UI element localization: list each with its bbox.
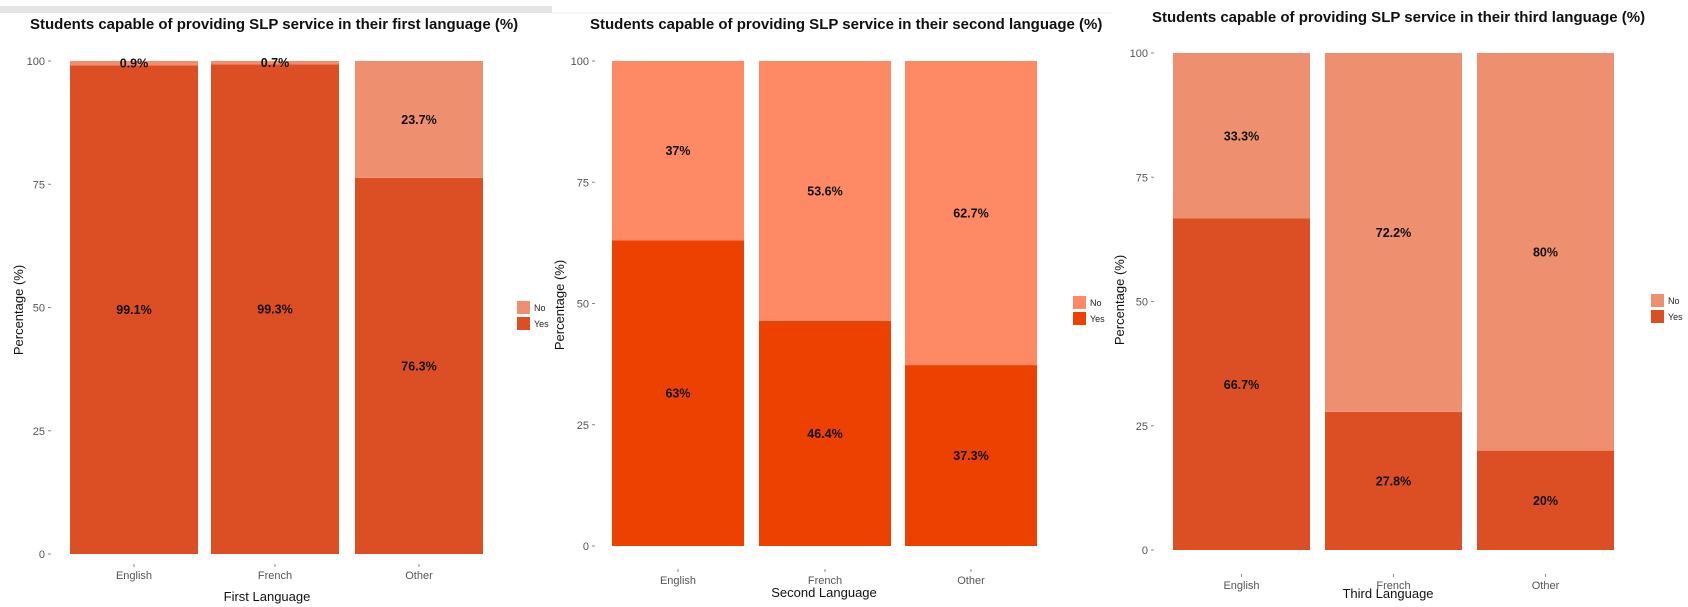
bar-other-yes bbox=[905, 365, 1037, 546]
legend-key-yes bbox=[517, 317, 530, 330]
data-label: 80% bbox=[1533, 245, 1558, 259]
data-label: 37% bbox=[665, 144, 690, 158]
x-tick-label: Other bbox=[957, 575, 985, 587]
y-tick-label: 75 bbox=[33, 179, 45, 191]
bar-french-yes bbox=[1325, 411, 1462, 550]
x-axis-title: First Language bbox=[224, 589, 311, 604]
bar-other-no bbox=[905, 61, 1037, 366]
legend-label: No bbox=[534, 303, 546, 313]
legend: No Yes bbox=[1073, 296, 1105, 325]
bar-other-yes bbox=[355, 177, 483, 554]
data-label: 62.7% bbox=[953, 207, 988, 221]
data-label: 27.8% bbox=[1376, 474, 1411, 488]
legend-label: No bbox=[1668, 296, 1680, 306]
y-axis-title: Percentage (%) bbox=[552, 260, 567, 350]
x-tick-label: Other bbox=[405, 570, 433, 582]
chart-panel-3: Students capable of providing SLP servic… bbox=[1112, 9, 1683, 601]
chart-title: Students capable of providing SLP servic… bbox=[1152, 9, 1645, 26]
bar-french-no bbox=[759, 61, 891, 321]
legend-key-yes bbox=[1073, 312, 1086, 325]
bar-french-no bbox=[1325, 53, 1462, 412]
data-label: 76.3% bbox=[401, 359, 436, 373]
y-tick-label: 100 bbox=[571, 56, 589, 68]
bar-english-no bbox=[1173, 53, 1310, 219]
y-tick-label: 0 bbox=[39, 549, 45, 561]
data-label: 33.3% bbox=[1224, 129, 1259, 143]
y-tick-label: 50 bbox=[1136, 297, 1148, 309]
legend-label: Yes bbox=[534, 319, 549, 329]
legend-label: No bbox=[1090, 298, 1102, 308]
legend-label: Yes bbox=[1668, 312, 1683, 322]
legend-key-no bbox=[1651, 294, 1664, 307]
bar-french-yes bbox=[759, 320, 891, 546]
x-tick-label: Other bbox=[1532, 580, 1560, 592]
chart-panel-2: Students capable of providing SLP servic… bbox=[552, 16, 1105, 600]
y-tick-label: 100 bbox=[1130, 48, 1148, 60]
y-tick-label: 50 bbox=[33, 303, 45, 315]
bar-other-no bbox=[355, 61, 483, 178]
bar-english-no bbox=[70, 61, 198, 66]
data-label: 99.1% bbox=[116, 303, 151, 317]
x-axis-title: Second Language bbox=[771, 585, 877, 600]
x-tick-label: English bbox=[116, 570, 152, 582]
legend: No Yes bbox=[517, 301, 549, 330]
y-axis-title: Percentage (%) bbox=[1112, 255, 1127, 345]
data-label: 0.7% bbox=[261, 56, 290, 70]
data-label: 20% bbox=[1533, 494, 1558, 508]
y-tick-label: 75 bbox=[1136, 172, 1148, 184]
bar-english-yes bbox=[1173, 218, 1310, 550]
data-label: 99.3% bbox=[257, 303, 292, 317]
data-label: 72.2% bbox=[1376, 226, 1411, 240]
header-strip bbox=[0, 6, 552, 13]
plot-area: 0 25 50 75 100 99.1% 0.9% English 99.3% 0.7% Frenc… bbox=[27, 56, 483, 582]
data-label: 53.6% bbox=[807, 184, 842, 198]
data-label: 23.7% bbox=[401, 113, 436, 127]
data-label: 63% bbox=[665, 387, 690, 401]
legend: No Yes bbox=[1651, 294, 1683, 323]
y-tick-label: 25 bbox=[33, 426, 45, 438]
data-label: 0.9% bbox=[120, 57, 149, 71]
y-tick-label: 25 bbox=[577, 420, 589, 432]
legend-key-yes bbox=[1651, 310, 1664, 323]
y-tick-label: 100 bbox=[27, 56, 45, 68]
x-tick-label: English bbox=[660, 575, 696, 587]
x-tick-label: French bbox=[808, 575, 842, 587]
x-tick-label: French bbox=[1376, 580, 1410, 592]
legend-key-no bbox=[1073, 296, 1086, 309]
x-tick-label: English bbox=[1223, 580, 1259, 592]
bar-other-yes bbox=[1477, 450, 1614, 550]
legend-key-no bbox=[517, 301, 530, 314]
bar-other-no bbox=[1477, 53, 1614, 451]
chart-title: Students capable of providing SLP servic… bbox=[590, 16, 1102, 33]
chart-panel-1: Students capable of providing SLP servic… bbox=[11, 16, 549, 604]
y-tick-label: 75 bbox=[577, 177, 589, 189]
y-tick-label: 25 bbox=[1136, 421, 1148, 433]
y-tick-label: 50 bbox=[577, 299, 589, 311]
bar-french-yes bbox=[211, 64, 339, 555]
data-label: 46.4% bbox=[807, 427, 842, 441]
bar-english-no bbox=[612, 61, 744, 241]
bar-english-yes bbox=[70, 65, 198, 554]
plot-area: 0 25 50 75 100 66.7% 33.3% English 27.8% 72.2% Fre… bbox=[1130, 48, 1614, 592]
y-tick-label: 0 bbox=[583, 541, 589, 553]
data-label: 66.7% bbox=[1224, 378, 1259, 392]
bar-french-no bbox=[211, 61, 339, 65]
legend-label: Yes bbox=[1090, 314, 1105, 324]
y-axis-title: Percentage (%) bbox=[11, 265, 26, 355]
x-axis-title: Third Language bbox=[1342, 586, 1433, 601]
y-tick-label: 0 bbox=[1142, 545, 1148, 557]
plot-area: 0 25 50 75 100 63% 37% English 46.4% 53.6% French 3… bbox=[571, 56, 1037, 587]
data-label: 37.3% bbox=[953, 449, 988, 463]
bar-english-yes bbox=[612, 240, 744, 546]
x-tick-label: French bbox=[258, 570, 292, 582]
chart-title: Students capable of providing SLP servic… bbox=[30, 16, 518, 33]
